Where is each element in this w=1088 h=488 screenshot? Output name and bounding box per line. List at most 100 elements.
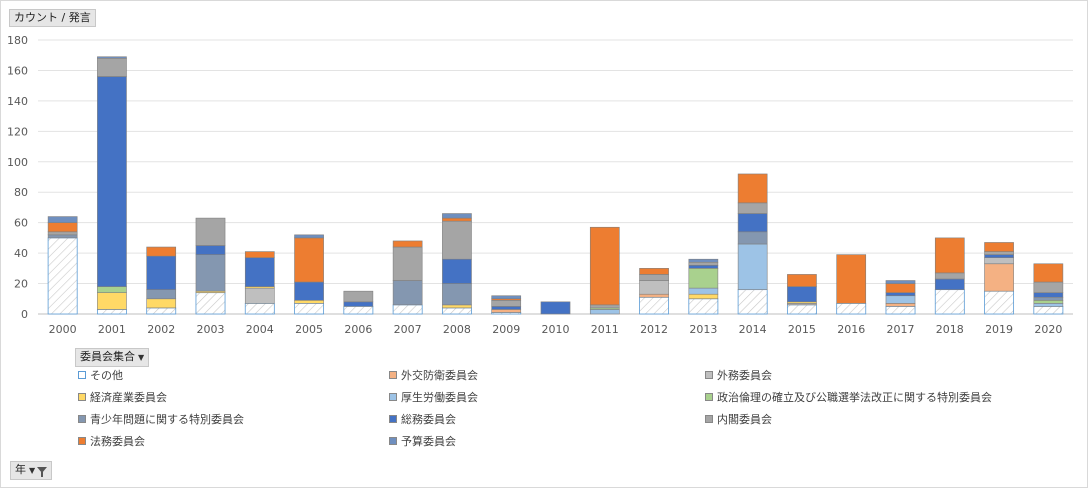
bar-stack-2019[interactable] <box>984 242 1015 315</box>
bar-segment-2004-7[interactable] <box>244 257 275 287</box>
bar-segment-2005-10[interactable] <box>294 234 324 239</box>
bar-segment-2012-2[interactable] <box>639 280 669 295</box>
bar-stack-2012[interactable] <box>639 268 670 315</box>
bar-segment-2013-0[interactable] <box>688 298 719 315</box>
bar-segment-2018-9[interactable] <box>934 237 965 274</box>
bar-segment-2006-0[interactable] <box>343 305 374 315</box>
bar-segment-2001-3[interactable] <box>97 292 127 310</box>
bar-segment-2013-8[interactable] <box>688 261 719 266</box>
bar-segment-2002-3[interactable] <box>146 298 177 309</box>
bar-segment-2020-8[interactable] <box>1033 281 1064 293</box>
bar-segment-2014-9[interactable] <box>737 173 768 204</box>
bar-segment-2015-0[interactable] <box>786 304 817 315</box>
bar-segment-2014-0[interactable] <box>737 289 768 315</box>
bar-segment-2008-3[interactable] <box>442 304 472 309</box>
bar-segment-2020-6[interactable] <box>1033 296 1064 301</box>
bar-segment-2002-6[interactable] <box>146 289 177 300</box>
bar-segment-2000-8[interactable] <box>47 231 78 236</box>
bar-segment-2001-8[interactable] <box>97 57 127 77</box>
bar-segment-2017-4[interactable] <box>885 295 916 304</box>
bar-stack-2004[interactable] <box>244 251 275 315</box>
bar-segment-2000-6[interactable] <box>47 234 78 239</box>
bar-segment-2014-8[interactable] <box>737 202 768 214</box>
bar-stack-2005[interactable] <box>294 234 325 315</box>
bar-segment-2013-10[interactable] <box>688 258 719 263</box>
bar-segment-2020-0[interactable] <box>1033 305 1064 315</box>
bar-segment-2015-9[interactable] <box>787 274 817 287</box>
bar-stack-2001[interactable] <box>96 56 127 315</box>
bar-segment-2005-7[interactable] <box>294 281 324 301</box>
bar-segment-2006-8[interactable] <box>343 290 374 303</box>
bar-segment-2019-8[interactable] <box>984 251 1014 255</box>
bar-segment-2009-1[interactable] <box>491 309 522 313</box>
bar-segment-2008-6[interactable] <box>442 283 472 306</box>
bar-stack-2015[interactable] <box>786 274 817 315</box>
bar-stack-2013[interactable] <box>688 258 719 315</box>
bar-segment-2003-0[interactable] <box>195 292 226 315</box>
bar-stack-2000[interactable] <box>47 216 78 315</box>
bar-segment-2008-0[interactable] <box>441 307 472 315</box>
bar-segment-2020-4[interactable] <box>1033 303 1064 307</box>
bar-segment-2016-9[interactable] <box>836 254 867 304</box>
bar-segment-2018-7[interactable] <box>934 278 965 290</box>
bar-segment-2008-10[interactable] <box>442 213 472 219</box>
bar-segment-2000-9[interactable] <box>47 222 78 233</box>
bar-segment-2017-10[interactable] <box>885 280 916 284</box>
bar-segment-2018-0[interactable] <box>934 289 965 315</box>
bar-segment-2001-5[interactable] <box>97 286 127 293</box>
bar-segment-2019-2[interactable] <box>984 257 1014 265</box>
bar-segment-2005-3[interactable] <box>294 299 324 304</box>
bar-segment-2016-0[interactable] <box>836 302 867 315</box>
bar-segment-2007-9[interactable] <box>392 240 423 248</box>
value-field-button[interactable]: カウント / 発言 <box>9 9 96 27</box>
bar-segment-2011-4[interactable] <box>589 309 620 315</box>
bar-segment-2011-9[interactable] <box>589 226 620 306</box>
bar-segment-2003-6[interactable] <box>195 254 226 292</box>
bar-segment-2020-9[interactable] <box>1033 263 1064 283</box>
bar-segment-2009-10[interactable] <box>491 295 522 300</box>
bar-segment-2019-7[interactable] <box>984 254 1014 258</box>
bar-stack-2007[interactable] <box>392 240 423 315</box>
bar-stack-2016[interactable] <box>836 254 867 315</box>
bar-segment-2017-0[interactable] <box>885 305 916 315</box>
bar-segment-2019-0[interactable] <box>984 290 1015 315</box>
bar-segment-2015-7[interactable] <box>787 286 817 303</box>
bar-segment-2014-4[interactable] <box>737 243 768 290</box>
bar-segment-2002-9[interactable] <box>146 246 177 257</box>
bar-segment-2013-3[interactable] <box>688 293 719 300</box>
bar-segment-2006-7[interactable] <box>343 301 374 307</box>
bar-stack-2008[interactable] <box>441 213 472 315</box>
bar-segment-2008-8[interactable] <box>442 220 472 260</box>
bar-segment-2001-10[interactable] <box>97 56 127 59</box>
legend-field-button[interactable]: 委員会集合 ▼ <box>75 348 150 367</box>
bar-segment-2012-0[interactable] <box>639 296 670 315</box>
bar-segment-2002-0[interactable] <box>146 307 177 315</box>
bar-segment-2011-8[interactable] <box>589 304 620 309</box>
bar-stack-2017[interactable] <box>885 280 916 315</box>
bar-segment-2019-9[interactable] <box>984 242 1014 252</box>
bar-segment-2007-8[interactable] <box>392 246 423 281</box>
bar-segment-2014-7[interactable] <box>737 213 768 233</box>
bar-segment-2017-9[interactable] <box>885 283 916 293</box>
bar-stack-2014[interactable] <box>737 173 768 315</box>
bar-stack-2011[interactable] <box>589 226 620 315</box>
bar-segment-2000-0[interactable] <box>47 237 78 315</box>
bar-segment-2003-7[interactable] <box>195 245 226 255</box>
bar-segment-2007-0[interactable] <box>392 304 423 315</box>
bar-segment-2004-2[interactable] <box>244 287 275 304</box>
bar-segment-2009-8[interactable] <box>491 299 522 307</box>
bar-segment-2014-6[interactable] <box>737 231 768 245</box>
bar-segment-2017-1[interactable] <box>885 303 916 307</box>
bar-stack-2002[interactable] <box>146 246 177 315</box>
bar-segment-2009-7[interactable] <box>491 306 522 310</box>
bar-segment-2013-7[interactable] <box>688 264 719 269</box>
bar-segment-2005-0[interactable] <box>294 302 325 315</box>
bar-segment-2008-7[interactable] <box>442 258 472 284</box>
bar-segment-2001-7[interactable] <box>97 76 127 287</box>
bar-segment-2001-0[interactable] <box>96 309 127 315</box>
bar-segment-2012-1[interactable] <box>639 293 669 298</box>
bar-stack-2020[interactable] <box>1033 263 1064 315</box>
bar-segment-2013-4[interactable] <box>688 287 719 295</box>
bar-segment-2003-8[interactable] <box>195 217 226 246</box>
bar-segment-2020-7[interactable] <box>1033 292 1064 298</box>
